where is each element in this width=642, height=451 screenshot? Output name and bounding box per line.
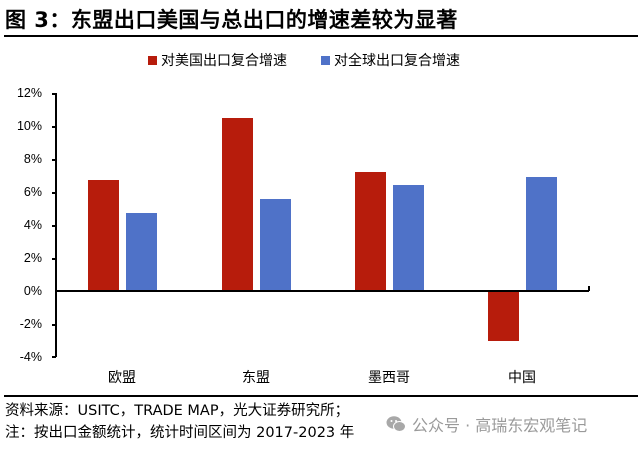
x-axis bbox=[55, 290, 589, 292]
x-category-label: 欧盟 bbox=[108, 370, 136, 386]
y-tick-label: -2% bbox=[19, 317, 42, 331]
chart-title: 图 3：东盟出口美国与总出口的增速差较为显著 bbox=[5, 8, 458, 32]
watermark-text: 公众号 · 高瑞东宏观笔记 bbox=[412, 416, 588, 435]
y-tick bbox=[52, 225, 56, 227]
y-tick-label: 2% bbox=[23, 251, 42, 265]
legend-item-us: 对美国出口复合增速 bbox=[148, 50, 287, 70]
y-tick bbox=[52, 159, 56, 161]
y-tick-label: 12% bbox=[16, 86, 42, 100]
x-category-label: 东盟 bbox=[242, 370, 270, 386]
wechat-icon bbox=[386, 416, 406, 432]
bar-us bbox=[221, 117, 253, 291]
y-tick bbox=[52, 126, 56, 128]
footer-rule bbox=[4, 395, 638, 397]
y-tick-label: -4% bbox=[19, 350, 42, 364]
bar-global bbox=[392, 185, 424, 291]
bar-global bbox=[125, 213, 157, 291]
x-category-label: 中国 bbox=[508, 370, 536, 386]
y-tick-label: 8% bbox=[23, 152, 42, 166]
bar-global bbox=[259, 198, 291, 291]
legend-swatch-red-icon bbox=[148, 55, 157, 65]
x-category-label: 墨西哥 bbox=[368, 370, 410, 386]
bar-us bbox=[487, 291, 519, 341]
legend-label: 对美国出口复合增速 bbox=[161, 53, 287, 69]
bar-us bbox=[354, 172, 386, 291]
y-tick bbox=[52, 192, 56, 194]
legend-label: 对全球出口复合增速 bbox=[334, 53, 460, 69]
title-rule bbox=[4, 35, 638, 37]
watermark: 公众号 · 高瑞东宏观笔记 bbox=[386, 412, 587, 436]
legend-item-global: 对全球出口复合增速 bbox=[321, 50, 460, 70]
y-tick bbox=[52, 258, 56, 260]
y-tick-label: 6% bbox=[23, 185, 42, 199]
bar-us bbox=[87, 180, 119, 291]
y-tick bbox=[52, 93, 56, 95]
source-note: 资料来源：USITC，TRADE MAP，光大证券研究所； bbox=[5, 403, 350, 419]
legend-swatch-blue-icon bbox=[321, 55, 330, 65]
y-tick-label: 10% bbox=[16, 119, 42, 133]
bar-global bbox=[525, 177, 557, 291]
y-tick-label: 4% bbox=[23, 218, 42, 232]
y-tick-label: 0% bbox=[23, 284, 42, 298]
x-axis-end-tick bbox=[588, 286, 590, 291]
y-tick bbox=[52, 324, 56, 326]
footnote: 注：按出口金额统计，统计时间区间为 2017-2023 年 bbox=[5, 425, 355, 441]
y-tick bbox=[52, 356, 56, 358]
